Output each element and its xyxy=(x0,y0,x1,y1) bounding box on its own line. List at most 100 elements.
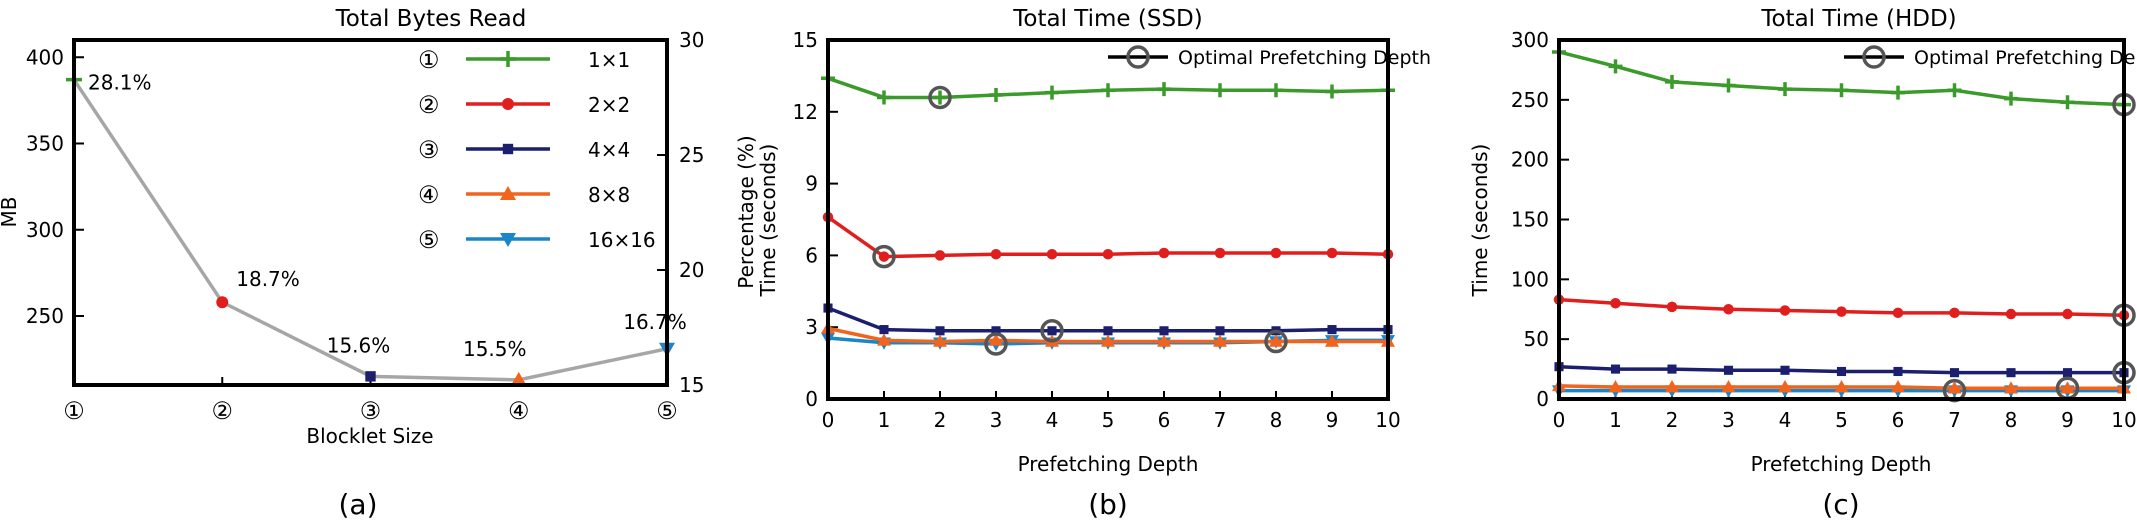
series-point xyxy=(878,251,890,262)
y-tick-label: 250 xyxy=(26,304,64,328)
x-tick-label: 8 xyxy=(1270,408,1283,432)
series-point xyxy=(1046,248,1058,260)
panel-b-x-axis-label: Prefetching Depth xyxy=(1018,452,1199,476)
series-point xyxy=(989,88,1003,103)
series-point xyxy=(1214,247,1226,259)
data-label: 15.5% xyxy=(463,337,527,361)
legend-marker xyxy=(1862,45,1886,69)
x-tick-label: ⑤ xyxy=(656,397,678,425)
y-tick-label: 50 xyxy=(1524,327,1549,351)
optimal-depth-marker xyxy=(1040,319,1064,343)
data-label: 28.1% xyxy=(88,71,152,95)
x-tick-label: 5 xyxy=(1835,408,1848,432)
series-point xyxy=(1103,326,1113,336)
data-label: 18.7% xyxy=(236,267,300,291)
x-tick-label: 10 xyxy=(2111,408,2136,432)
y-tick-label: 0 xyxy=(1536,387,1549,411)
x-tick-label: ② xyxy=(211,397,233,425)
series-point xyxy=(1608,380,1623,393)
legend-label: 16×16 xyxy=(588,228,656,252)
series-point xyxy=(1608,59,1623,74)
legend-marker xyxy=(500,51,516,67)
x-tick-label: 2 xyxy=(934,408,947,432)
series-point xyxy=(1269,83,1283,98)
legend-label: 2×2 xyxy=(588,93,630,117)
legend-marker xyxy=(1126,45,1150,69)
series-point xyxy=(989,333,1003,346)
series-point xyxy=(990,248,1002,260)
series-point xyxy=(1949,368,1960,378)
y2-tick-label: 30 xyxy=(679,28,704,52)
x-tick-label: 6 xyxy=(1892,408,1905,432)
y-tick-label: 9 xyxy=(805,172,818,196)
y-tick-label: 3 xyxy=(805,315,818,339)
panel-c-x-axis-label: Prefetching Depth xyxy=(1751,452,1932,476)
series-point xyxy=(1721,380,1736,393)
y-tick-label: 250 xyxy=(1511,88,1549,112)
data-label: 15.6% xyxy=(327,333,391,357)
series-point xyxy=(1102,248,1114,260)
series-point xyxy=(2006,368,2016,378)
series-point xyxy=(1667,364,1677,374)
x-tick-label: ③ xyxy=(360,397,382,425)
series-point xyxy=(1891,85,1905,100)
series-point xyxy=(1213,334,1227,347)
series-point xyxy=(1778,380,1792,393)
optimal-depth-marker xyxy=(1264,329,1288,354)
x-tick-label: 1 xyxy=(1609,408,1622,432)
x-tick-label: 1 xyxy=(878,408,891,432)
y-tick-label: 100 xyxy=(1511,267,1549,291)
x-tick-label: 6 xyxy=(1158,408,1171,432)
series-point xyxy=(2004,381,2018,394)
y2-tick-label: 20 xyxy=(679,258,704,282)
series-point xyxy=(1045,85,1059,100)
series-point xyxy=(1780,365,1790,375)
panel-a-y2-axis-label: Percentage (%) xyxy=(734,135,758,288)
x-tick-label: 4 xyxy=(1779,408,1792,432)
series-point xyxy=(1325,334,1339,347)
series-point xyxy=(2060,381,2075,394)
x-tick-label: 0 xyxy=(822,408,835,432)
legend-marker xyxy=(500,186,516,200)
series-point xyxy=(1723,304,1734,315)
data-label: 16.7% xyxy=(623,310,687,334)
series-point xyxy=(1834,83,1849,98)
data-point xyxy=(216,296,229,309)
y-tick-label: 6 xyxy=(805,243,818,267)
y-tick-label: 300 xyxy=(26,218,64,242)
x-tick-label: ④ xyxy=(508,397,530,425)
panel-a-frame xyxy=(72,38,669,387)
legend-marker xyxy=(502,143,514,155)
series-point xyxy=(1327,325,1337,335)
x-tick-label: 3 xyxy=(990,408,1003,432)
x-tick-label: 7 xyxy=(1948,408,1961,432)
x-tick-label: 3 xyxy=(1722,408,1735,432)
series-point xyxy=(1892,307,1904,319)
legend-marker xyxy=(500,233,516,247)
x-tick-label: 2 xyxy=(1666,408,1679,432)
series-point xyxy=(1665,380,1679,393)
series-point xyxy=(933,334,947,347)
legend-number: ① xyxy=(418,46,440,74)
panel-b-frame xyxy=(826,38,1390,401)
panel-a-title: Total Bytes Read xyxy=(335,6,527,32)
panel-c-y-axis-label: Time (seconds) xyxy=(1468,144,1492,298)
series-point xyxy=(1101,83,1115,98)
series-point xyxy=(1778,82,1792,97)
series-point xyxy=(1158,247,1170,259)
x-tick-label: 9 xyxy=(2061,408,2074,432)
series-point xyxy=(933,90,947,105)
x-tick-label: 7 xyxy=(1214,408,1227,432)
series-point xyxy=(991,326,1001,336)
panel-a: Total Bytes Read 250 300 350 400 15 20 25 30 ① ② ③… xyxy=(0,6,758,521)
series-point xyxy=(1215,326,1225,336)
panel-a-y-axis-label: MB xyxy=(0,197,21,228)
panel-a-sublabel: (a) xyxy=(338,488,377,521)
legend-label: 1×1 xyxy=(588,48,630,72)
legend-number: ⑤ xyxy=(418,226,440,254)
panel-c-title: Total Time (HDD) xyxy=(1760,6,1956,32)
optimal-depth-marker xyxy=(984,332,1008,356)
series-point xyxy=(1047,326,1057,336)
x-tick-label: 0 xyxy=(1553,408,1566,432)
